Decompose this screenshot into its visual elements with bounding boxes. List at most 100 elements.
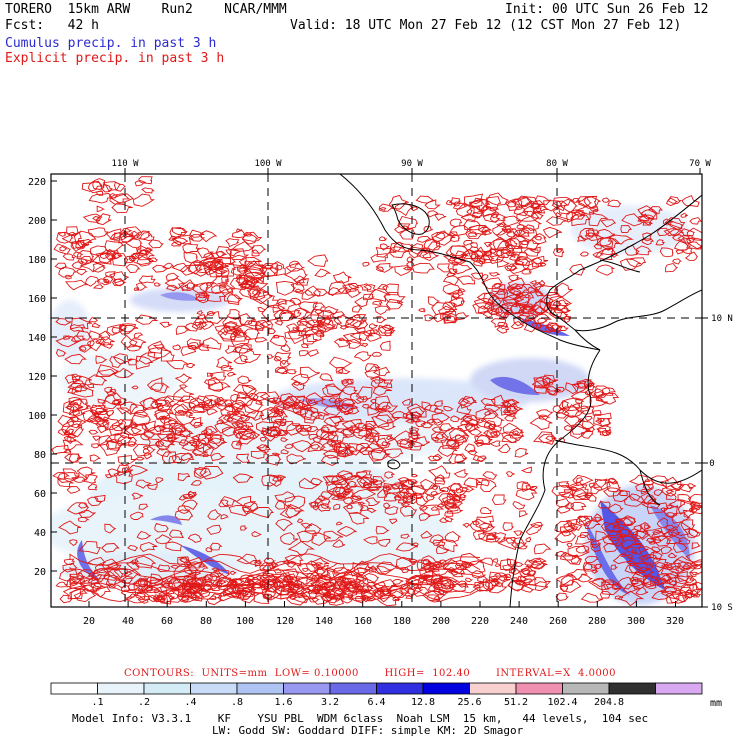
explicit-contour [101,342,114,349]
explicit-contour [71,261,84,270]
explicit-contour [105,228,124,240]
explicit-contour [559,579,582,593]
explicit-contour [479,557,494,566]
explicit-contour [278,429,289,437]
explicit-contour [85,275,101,287]
explicit-contour [304,285,321,297]
explicit-contour [264,264,274,270]
explicit-contour [404,411,423,423]
explicit-contour [333,588,347,597]
explicit-contour [384,329,394,337]
explicit-contour [487,294,503,305]
explicit-contour [552,300,562,306]
explicit-contour [506,231,518,238]
explicit-contour [665,512,677,519]
explicit-contour [463,193,484,208]
explicit-contour [567,522,583,531]
explicit-contour [183,251,198,264]
explicit-contour [555,212,562,217]
explicit-contour [510,577,519,582]
explicit-contour [134,180,146,187]
explicit-contour [332,586,344,595]
explicit-contour [244,261,269,275]
explicit-contour [320,454,341,466]
explicit-contour [299,366,321,379]
explicit-contour [235,453,251,463]
explicit-contour [431,485,439,490]
explicit-contour [327,562,345,572]
explicit-contour [537,279,546,286]
explicit-contour [104,392,127,406]
explicit-contour [151,264,170,273]
explicit-contour [432,577,456,592]
explicit-contour [490,318,506,328]
explicit-contour [273,408,286,415]
explicit-contour [502,215,522,227]
explicit-contour [61,420,83,435]
explicit-contour [66,436,77,444]
explicit-contour [424,314,436,322]
explicit-contour [226,294,242,306]
explicit-contour [660,507,668,512]
colorbar-swatch [515,682,563,695]
explicit-contour [177,593,196,603]
explicit-contour [290,281,305,293]
explicit-contour [256,444,269,452]
lon-label-90w: 90 W [401,159,423,169]
explicit-contour [66,486,81,494]
explicit-contour [177,472,191,482]
explicit-contour [112,253,129,267]
explicit-contour [168,529,185,539]
explicit-contour [393,430,418,445]
explicit-contour [69,560,481,575]
explicit-contour [198,320,208,329]
explicit-contour [431,412,451,424]
explicit-contour [415,195,435,204]
explicit-contour [561,573,579,586]
explicit-contour [411,473,418,478]
explicit-contour [180,346,197,357]
explicit-contour [128,423,138,429]
explicit-contour [176,584,192,594]
explicit-legend-label: Explicit precip. in past 3 h [5,51,225,66]
explicit-contour [576,477,584,484]
explicit-contour [218,499,230,508]
explicit-contour [397,215,419,230]
explicit-contour [310,477,324,485]
explicit-contour [257,306,267,313]
explicit-contour [337,287,351,294]
explicit-contour [635,586,649,596]
explicit-contour [366,332,382,342]
explicit-contour [347,593,354,598]
explicit-contour [362,293,375,301]
explicit-contour [111,418,129,432]
explicit-contour [685,591,697,599]
explicit-contour [579,228,597,241]
explicit-contour [497,443,511,453]
explicit-contour [243,276,260,288]
explicit-contour [518,240,540,251]
explicit-contour [399,228,416,240]
explicit-contour [501,228,512,234]
explicit-contour [681,562,698,570]
explicit-contour [507,283,529,296]
explicit-contour [443,405,455,412]
explicit-contour [154,282,162,287]
explicit-contour [280,437,289,442]
explicit-contour [348,511,370,525]
explicit-contour [263,581,285,593]
explicit-contour [570,486,580,492]
y-tick-80: 80 [34,450,46,461]
y-tick-180: 180 [28,255,46,266]
explicit-contour [274,500,286,510]
explicit-contour [56,231,74,244]
explicit-contour [642,483,655,491]
explicit-contour [370,253,389,263]
explicit-contour [237,430,258,445]
explicit-contour [610,564,619,570]
explicit-contour [171,262,190,273]
explicit-contour [271,452,280,457]
explicit-contour [692,564,702,570]
explicit-contour [482,429,502,439]
explicit-contour [468,198,491,212]
